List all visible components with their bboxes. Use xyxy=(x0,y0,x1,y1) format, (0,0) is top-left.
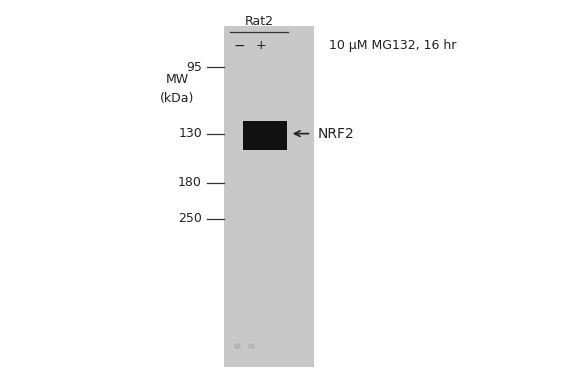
Text: 250: 250 xyxy=(178,212,202,225)
Bar xyxy=(224,26,314,367)
Text: 180: 180 xyxy=(178,177,202,189)
Text: Rat2: Rat2 xyxy=(244,15,274,28)
Text: 10 μM MG132, 16 hr: 10 μM MG132, 16 hr xyxy=(329,39,456,52)
Text: (kDa): (kDa) xyxy=(160,92,195,105)
Text: NRF2: NRF2 xyxy=(317,127,354,141)
Ellipse shape xyxy=(248,343,255,349)
Text: 130: 130 xyxy=(178,127,202,140)
Text: MW: MW xyxy=(166,73,189,86)
Text: 95: 95 xyxy=(186,61,202,74)
Text: −: − xyxy=(234,38,246,53)
Ellipse shape xyxy=(234,343,241,349)
Text: +: + xyxy=(255,39,266,52)
Bar xyxy=(243,121,287,150)
